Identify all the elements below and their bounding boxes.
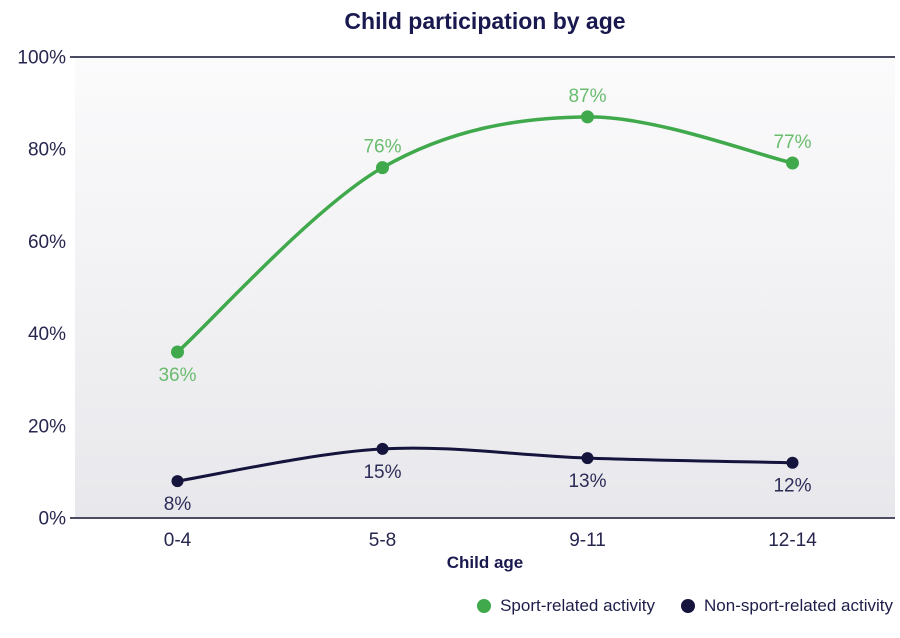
- y-tick-label: 40%: [28, 324, 66, 345]
- plot-background: [75, 57, 895, 518]
- y-tick-label: 80%: [28, 140, 66, 161]
- legend-swatch-icon: [681, 599, 696, 613]
- legend-label: Non-sport-related activity: [704, 596, 893, 615]
- legend-label: Sport-related activity: [500, 596, 656, 615]
- y-tick-label: 20%: [28, 416, 66, 437]
- data-point-series-1: [786, 456, 799, 469]
- data-label-series-1: 12%: [773, 476, 811, 497]
- legend-item-0: Sport-related activity: [477, 596, 655, 616]
- data-label-series-1: 13%: [568, 471, 606, 492]
- x-tick-label: 12-14: [768, 530, 817, 551]
- data-point-series-1: [581, 452, 594, 465]
- legend-swatch-icon: [477, 599, 492, 613]
- data-point-series-1: [376, 442, 389, 455]
- line-series-0: [175, 115, 795, 354]
- data-point-series-0: [581, 110, 594, 124]
- data-point-series-0: [171, 345, 184, 359]
- y-tick-label: 60%: [28, 232, 66, 253]
- legend: Sport-related activity Non-sport-related …: [477, 592, 893, 620]
- data-label-series-0: 77%: [773, 132, 811, 153]
- data-label-series-0: 76%: [363, 137, 401, 158]
- y-tick-label: 0%: [39, 509, 67, 530]
- data-point-series-0: [786, 156, 799, 170]
- chart-title: Child participation by age: [344, 8, 626, 34]
- x-tick-label: 5-8: [369, 530, 396, 551]
- data-label-series-0: 36%: [158, 365, 196, 386]
- data-label-series-1: 8%: [164, 494, 192, 515]
- data-point-series-1: [171, 475, 184, 488]
- y-tick-label: 100%: [17, 48, 66, 69]
- legend-item-1: Non-sport-related activity: [681, 596, 893, 616]
- line-series-1: [176, 446, 794, 483]
- data-label-series-0: 87%: [568, 86, 606, 107]
- x-tick-label: 0-4: [164, 530, 192, 551]
- data-label-series-1: 15%: [363, 462, 401, 483]
- data-point-series-0: [376, 161, 389, 175]
- x-axis-title: Child age: [446, 553, 524, 572]
- x-tick-label: 9-11: [569, 530, 606, 551]
